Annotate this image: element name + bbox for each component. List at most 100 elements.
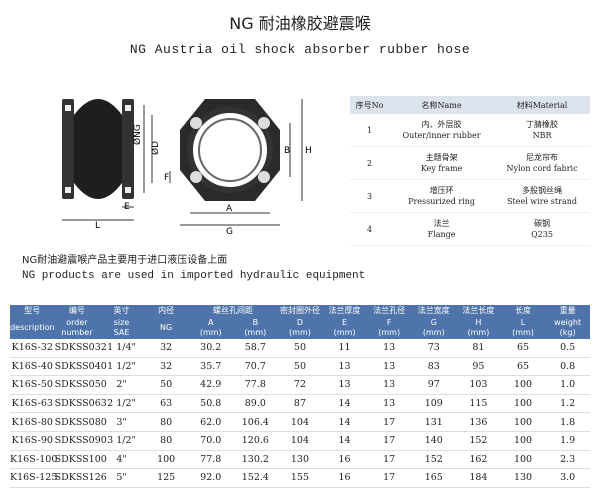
- header-en: NG: [160, 323, 173, 332]
- cell: 104: [277, 431, 323, 451]
- dim-label: F: [164, 173, 169, 183]
- cell: 100: [500, 412, 546, 432]
- cell: 多股钢丝绳 Steel wire strand: [494, 179, 590, 213]
- cell: 65: [500, 357, 546, 377]
- cell: 17: [366, 450, 412, 470]
- cell: 100: [500, 394, 546, 414]
- row: K16S-125 SDKSS126 5" 125 92.0 152.4 155 16 17 165…: [10, 468, 590, 488]
- cell: 1.2: [545, 394, 590, 414]
- cell: 13: [366, 339, 412, 358]
- header-cell: 法兰厚度: [322, 305, 367, 317]
- cell: K16S-90: [10, 431, 55, 451]
- header-en: B: [252, 318, 259, 327]
- header-cell: description: [10, 317, 55, 339]
- cell: K16S-63: [10, 394, 55, 414]
- row: K16S-80 SDKSS080 3" 80 62.0 106.4 104 14 17 131 13…: [10, 412, 590, 432]
- cell: SDKSS090: [54, 431, 107, 451]
- name-en: Outer/inner rubber: [402, 131, 481, 140]
- cell: 87: [277, 394, 323, 414]
- header-unit: (mm): [512, 328, 534, 337]
- cell: 16: [322, 450, 367, 470]
- cell: 50: [277, 339, 323, 358]
- cell: 1 1/4": [99, 339, 144, 358]
- cell: K16S-100: [10, 450, 57, 470]
- header-en: D: [296, 318, 304, 327]
- cell: 130.2: [233, 450, 278, 470]
- header-en: L: [520, 318, 526, 327]
- cell: K16S-40: [10, 357, 55, 377]
- cell: 16: [322, 468, 367, 488]
- cell: 主题骨架 Key frame: [389, 146, 495, 180]
- header-unit: (kg): [559, 328, 576, 337]
- cell: 115: [456, 394, 501, 414]
- header-unit: (mm): [467, 328, 490, 337]
- cell: 130: [500, 468, 546, 488]
- cell: 14: [322, 394, 367, 414]
- material-cn: 碳钢: [534, 219, 551, 228]
- cell: K16S-80: [10, 412, 55, 432]
- header-cell: 法兰宽度: [411, 305, 457, 317]
- cell: 50: [277, 357, 323, 377]
- cell: 130: [277, 450, 323, 470]
- header-cell: 重量: [545, 305, 590, 317]
- cell: 136: [456, 412, 501, 432]
- material-cn: 多股钢丝绳: [522, 186, 563, 195]
- cell: SDKSS080: [54, 412, 107, 432]
- header-cell: 序号No: [350, 96, 390, 114]
- header-cell: D (mm): [277, 317, 323, 339]
- cell: 增压环 Pressurized ring: [389, 179, 495, 213]
- header-en: H: [475, 318, 482, 327]
- dim-label: G: [226, 227, 233, 235]
- cell: 30.2: [188, 339, 234, 358]
- cell: 165: [411, 468, 457, 488]
- cell: 50.8: [188, 394, 234, 414]
- header-en: order number: [61, 318, 93, 337]
- header-unit: (mm): [289, 328, 311, 337]
- cell: 17: [366, 431, 412, 451]
- header-cell: NG: [143, 317, 189, 339]
- cell: 17: [366, 468, 412, 488]
- cell: 13: [322, 357, 367, 377]
- header-cell: 长度: [500, 305, 546, 317]
- cell: 95: [456, 357, 501, 377]
- cell: SDKSS032: [54, 339, 107, 358]
- row: K16S-40 SDKSS040 1 1/2" 32 35.7 70.7 50 13 13 83 9…: [10, 357, 590, 377]
- header-cell: 英寸: [99, 305, 144, 317]
- header-cell: 内径: [143, 305, 189, 317]
- row: K16S-63 SDKSS063 2 1/2" 63 50.8 89.0 87 14 13 109…: [10, 394, 590, 414]
- title: NG 耐油橡胶避震喉: [229, 14, 371, 33]
- cell: 103: [456, 375, 501, 395]
- cell: 17: [366, 412, 412, 432]
- cell: 100: [500, 431, 546, 451]
- cell: 152: [456, 431, 501, 451]
- header-cell: 密封圈外径: [277, 305, 323, 317]
- header-cell: 螺丝孔间距: [188, 305, 278, 317]
- cell: SDKSS050: [54, 375, 107, 395]
- dim-label: A: [226, 204, 233, 214]
- cell: 77.8: [233, 375, 278, 395]
- drawing: L E ØNG ØD A G B H F: [62, 99, 312, 235]
- header-cell: size SAE: [99, 317, 144, 339]
- cell: 131: [411, 412, 457, 432]
- cell: 89.0: [233, 394, 278, 414]
- cell: 2.3: [545, 450, 590, 470]
- header-cell: 型号: [10, 305, 55, 317]
- cell: 77.8: [188, 450, 234, 470]
- cell: 80: [143, 412, 189, 432]
- cell: 1: [350, 114, 390, 147]
- cell: 13: [366, 357, 412, 377]
- header-row: description order number size SAE NG A (mm) B (m…: [10, 317, 590, 339]
- row: K16S-32 SDKSS032 1 1/4" 32 30.2 58.7 50 11 13 73 8…: [10, 339, 590, 358]
- cell: 13: [366, 394, 412, 414]
- header-cell: A (mm): [188, 317, 234, 339]
- cell: 35.7: [188, 357, 234, 377]
- header-cell: order number: [54, 317, 100, 339]
- cell: 152: [411, 450, 457, 470]
- header-cell: H (mm): [456, 317, 501, 339]
- material-en: Q235: [531, 230, 553, 239]
- header-cell: L (mm): [500, 317, 546, 339]
- cell: 5": [99, 468, 144, 488]
- cell: 13: [366, 375, 412, 395]
- cell: 3 1/2": [99, 431, 144, 451]
- header-en: E: [342, 318, 348, 327]
